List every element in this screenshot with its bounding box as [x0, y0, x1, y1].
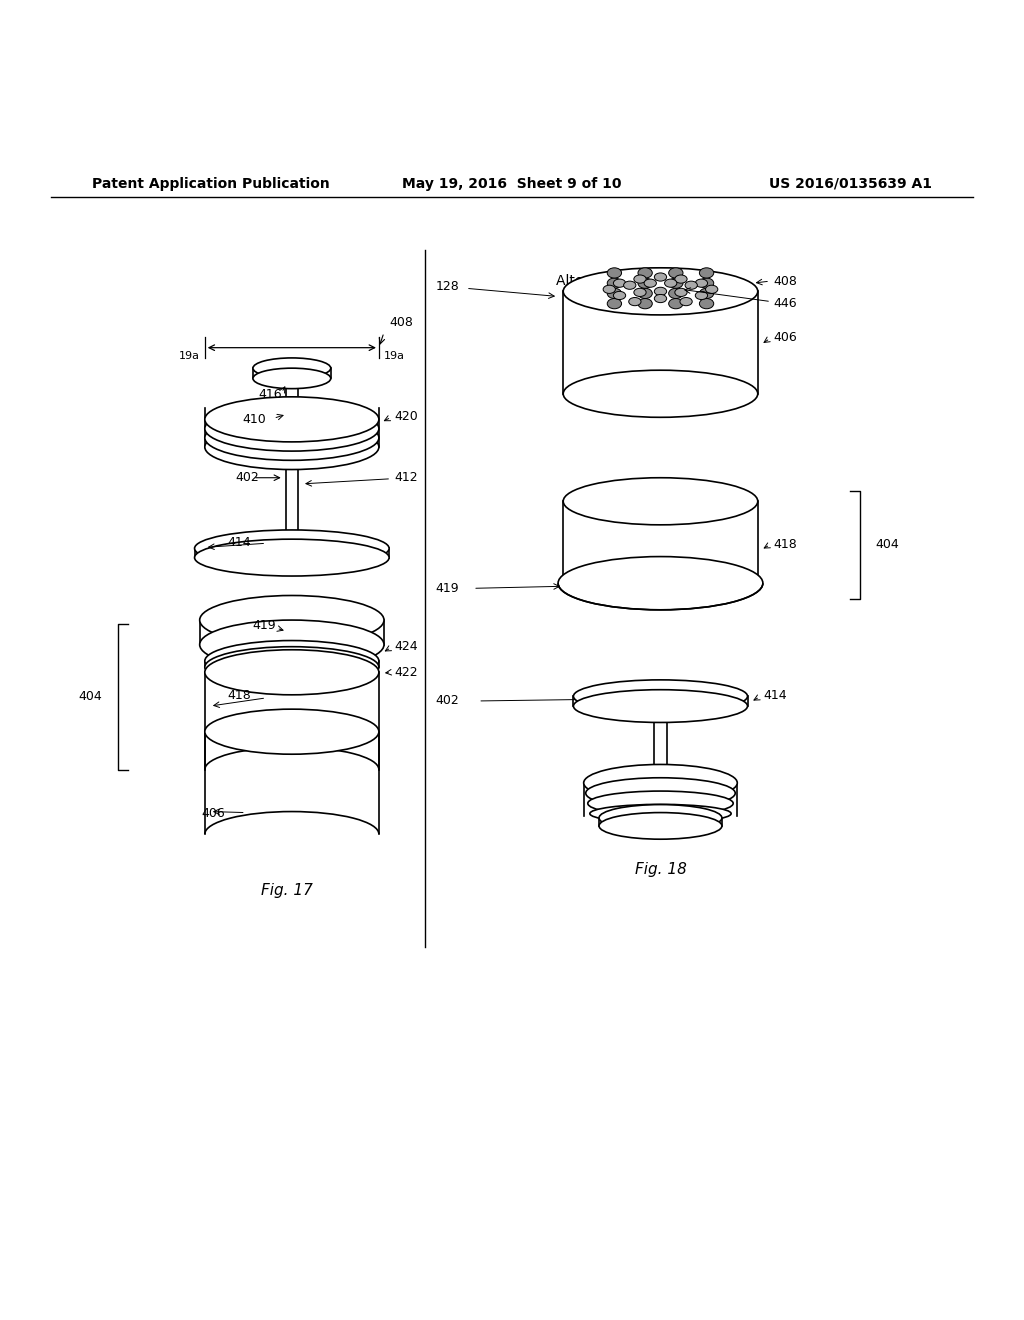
Ellipse shape: [680, 297, 692, 306]
Ellipse shape: [558, 557, 763, 610]
Text: 419: 419: [253, 619, 276, 632]
Ellipse shape: [629, 297, 641, 306]
Ellipse shape: [613, 292, 626, 300]
Ellipse shape: [205, 416, 379, 461]
Text: May 19, 2016  Sheet 9 of 10: May 19, 2016 Sheet 9 of 10: [402, 177, 622, 191]
Text: 416: 416: [258, 388, 282, 401]
Ellipse shape: [706, 285, 718, 293]
Text: 19a: 19a: [384, 351, 406, 360]
Ellipse shape: [205, 425, 379, 470]
Ellipse shape: [563, 370, 758, 417]
Ellipse shape: [607, 268, 622, 279]
Ellipse shape: [205, 407, 379, 451]
Text: 406: 406: [202, 807, 225, 820]
Text: 408: 408: [773, 275, 797, 288]
Ellipse shape: [699, 298, 714, 309]
Ellipse shape: [563, 478, 758, 525]
Ellipse shape: [599, 813, 722, 840]
Text: 406: 406: [773, 331, 797, 345]
Ellipse shape: [205, 640, 379, 681]
Text: 19a: 19a: [178, 351, 200, 360]
Ellipse shape: [665, 279, 677, 288]
Ellipse shape: [200, 620, 384, 669]
Text: 419: 419: [435, 582, 459, 595]
Text: 402: 402: [435, 694, 459, 708]
Ellipse shape: [573, 689, 748, 722]
Ellipse shape: [675, 275, 687, 284]
Ellipse shape: [638, 268, 652, 279]
Ellipse shape: [599, 805, 722, 832]
Text: 422: 422: [394, 665, 418, 678]
Text: 446: 446: [773, 297, 797, 310]
Ellipse shape: [603, 285, 615, 293]
Ellipse shape: [669, 298, 683, 309]
Ellipse shape: [699, 279, 714, 288]
Text: 408: 408: [389, 317, 413, 329]
Text: Fig. 17: Fig. 17: [261, 883, 312, 898]
Ellipse shape: [654, 294, 667, 302]
Text: 404: 404: [876, 539, 899, 552]
Ellipse shape: [644, 279, 656, 288]
Ellipse shape: [607, 298, 622, 309]
Ellipse shape: [205, 397, 379, 442]
Ellipse shape: [624, 281, 636, 289]
Ellipse shape: [607, 288, 622, 298]
Text: 404: 404: [79, 690, 102, 704]
Ellipse shape: [563, 268, 758, 315]
Text: Patent Application Publication: Patent Application Publication: [92, 177, 330, 191]
Ellipse shape: [669, 268, 683, 279]
Ellipse shape: [205, 709, 379, 754]
Ellipse shape: [699, 268, 714, 279]
Ellipse shape: [634, 288, 646, 297]
Text: Alternate Embodiment: Alternate Embodiment: [556, 275, 714, 288]
Text: 402: 402: [236, 471, 259, 484]
Ellipse shape: [669, 279, 683, 288]
Ellipse shape: [195, 529, 389, 566]
Ellipse shape: [195, 539, 389, 576]
Ellipse shape: [675, 288, 687, 297]
Text: 418: 418: [227, 689, 251, 702]
Ellipse shape: [613, 279, 626, 288]
Text: US 2016/0135639 A1: US 2016/0135639 A1: [769, 177, 932, 191]
Ellipse shape: [200, 595, 384, 644]
Text: 414: 414: [763, 689, 786, 702]
Ellipse shape: [638, 298, 652, 309]
Ellipse shape: [685, 281, 697, 289]
Ellipse shape: [669, 288, 683, 298]
Text: 128: 128: [435, 280, 459, 293]
Ellipse shape: [654, 273, 667, 281]
Text: 412: 412: [394, 471, 418, 484]
Ellipse shape: [638, 279, 652, 288]
Ellipse shape: [607, 279, 622, 288]
Text: 424: 424: [394, 640, 418, 653]
Ellipse shape: [695, 292, 708, 300]
Ellipse shape: [695, 279, 708, 288]
Ellipse shape: [253, 358, 331, 379]
Ellipse shape: [586, 777, 735, 808]
Text: 410: 410: [243, 413, 266, 426]
Ellipse shape: [638, 288, 652, 298]
Ellipse shape: [590, 804, 731, 822]
Ellipse shape: [584, 764, 737, 801]
Ellipse shape: [699, 288, 714, 298]
Ellipse shape: [634, 275, 646, 284]
Ellipse shape: [205, 647, 379, 688]
Text: Fig. 18: Fig. 18: [635, 862, 686, 878]
Ellipse shape: [654, 288, 667, 296]
Ellipse shape: [253, 368, 331, 388]
Ellipse shape: [588, 791, 733, 816]
Ellipse shape: [205, 649, 379, 694]
Ellipse shape: [573, 680, 748, 713]
Text: 414: 414: [227, 536, 251, 549]
Text: 418: 418: [773, 539, 797, 552]
Text: 420: 420: [394, 409, 418, 422]
